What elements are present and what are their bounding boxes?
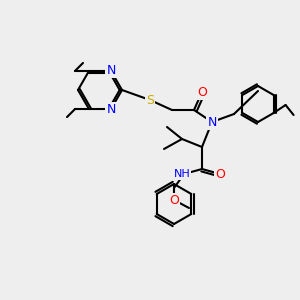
Text: NH: NH (174, 169, 190, 179)
Text: O: O (197, 85, 207, 98)
Text: O: O (215, 167, 225, 181)
Text: N: N (106, 64, 116, 77)
Text: N: N (106, 103, 116, 116)
Text: O: O (169, 194, 179, 206)
Text: S: S (146, 94, 154, 106)
Text: N: N (207, 116, 217, 128)
